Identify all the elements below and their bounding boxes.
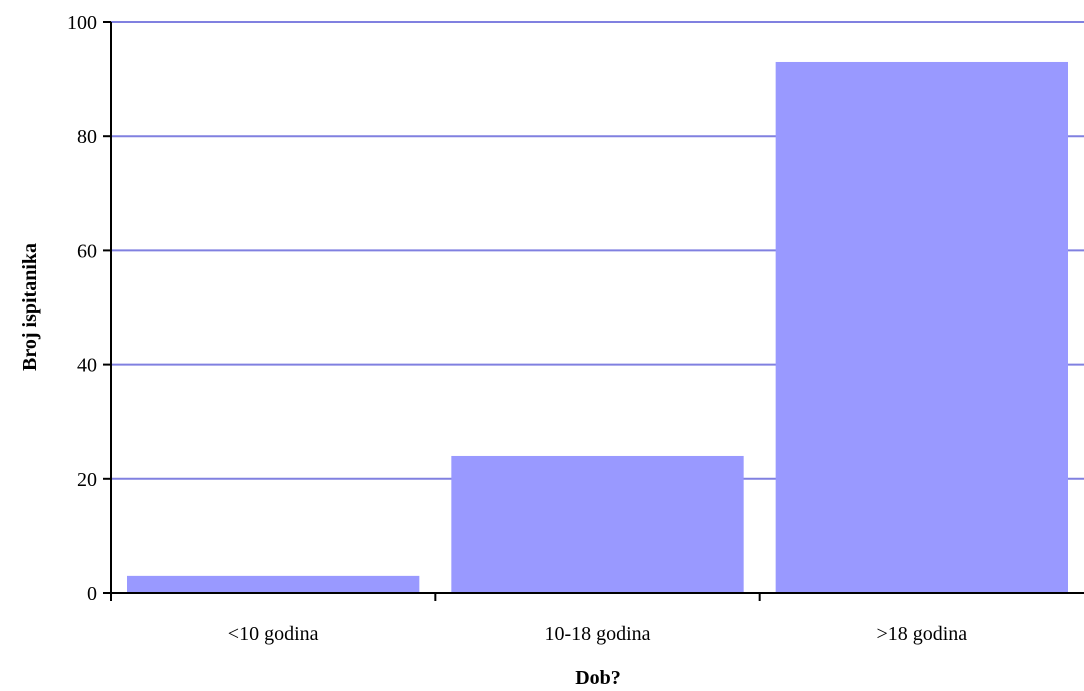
axes: 0 20 40 60 80 100 <10 godina 10-18 godina >18 go… — [67, 12, 1084, 645]
x-tick-label: 10-18 godina — [544, 623, 650, 645]
y-tick-label: 0 — [87, 583, 97, 605]
bar — [775, 61, 1068, 594]
y-tick-label: 40 — [77, 355, 97, 377]
y-tick-label: 60 — [77, 240, 97, 262]
y-axis-title: Broj ispitanika — [19, 243, 41, 371]
y-tick-label: 80 — [77, 126, 97, 148]
x-axis-title: Dob? — [575, 667, 621, 689]
x-tick-label: >18 godina — [876, 623, 967, 645]
bar — [127, 575, 420, 593]
x-tick-label: <10 godina — [228, 623, 319, 645]
bars — [127, 61, 1068, 594]
bar — [451, 455, 744, 593]
y-tick-label: 20 — [77, 469, 97, 491]
y-tick-label: 100 — [67, 12, 97, 34]
